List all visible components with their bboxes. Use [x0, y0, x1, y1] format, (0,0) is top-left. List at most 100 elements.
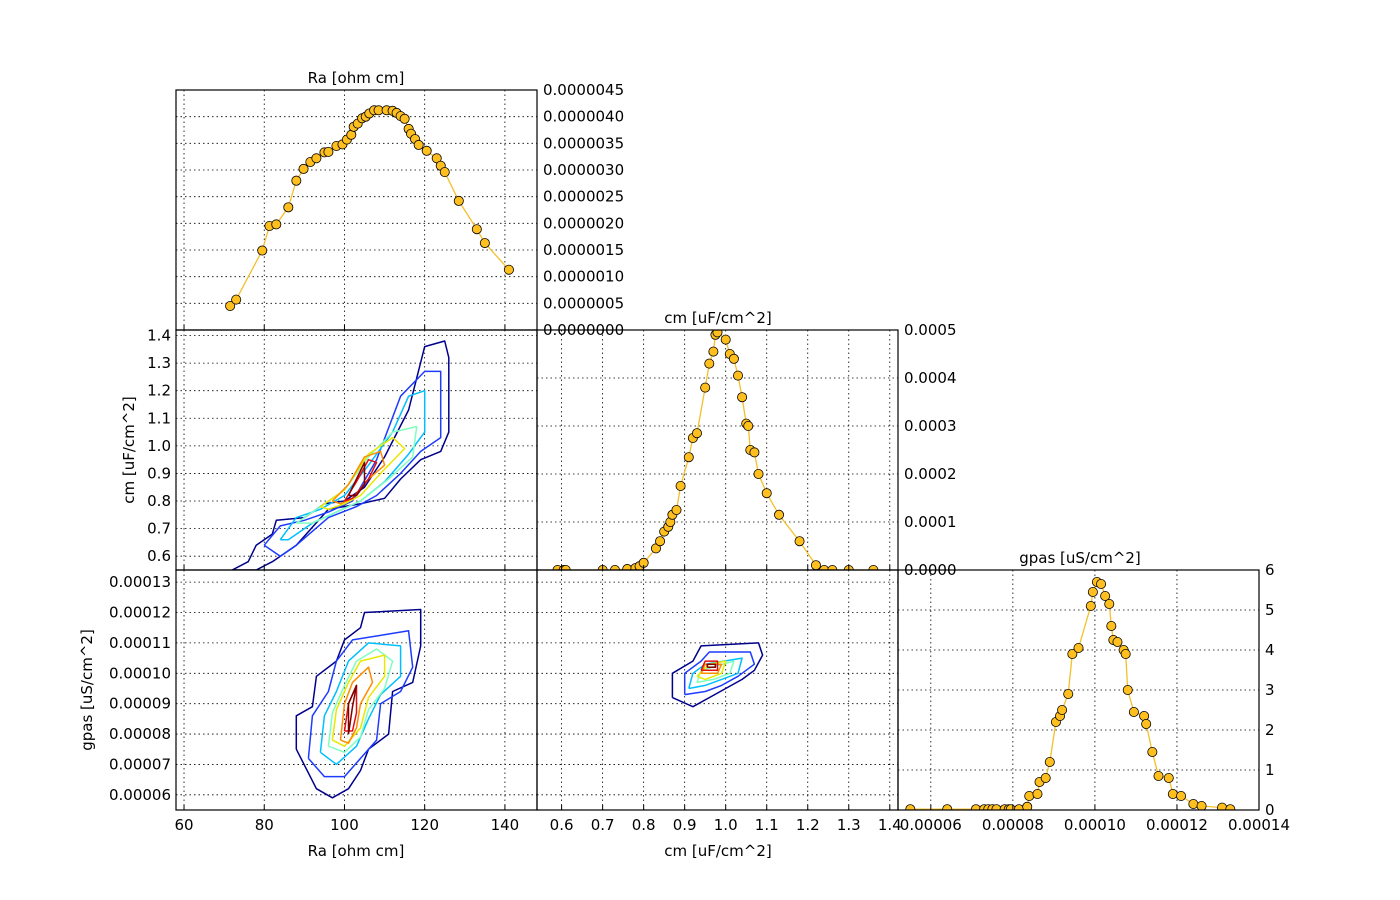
gpas-marginal-point-35: [1128, 707, 1139, 718]
gpas-marginal-point-19: [1057, 705, 1068, 716]
gpas-y-axis-label: gpas [uS/cm^2]: [78, 629, 96, 751]
gpas-vs-cm-contour-level-6: [700, 660, 719, 672]
gpas-xtick-label-3: 0.00012: [1146, 816, 1208, 834]
ra-marginal-point-7: [298, 163, 309, 174]
gpas-marginal-point-26: [1096, 579, 1107, 590]
cm-marginal-point-19: [691, 428, 702, 439]
ra-xtick-label-4: 140: [491, 816, 520, 834]
ra-marginal-point-37: [471, 224, 482, 235]
data-layer: [225, 105, 1236, 810]
gpas-marginal-point-23: [1085, 601, 1096, 612]
gpas-marginal-point-43: [1188, 799, 1199, 810]
grid-layer: [176, 90, 1259, 810]
gpas-marginal-ytick-label-3: 3: [1265, 681, 1275, 699]
ra-marginal-point-36: [453, 195, 464, 206]
ra-marginal-ytick-label-0: 0.0000000: [543, 321, 624, 339]
cm-axis-label: cm [uF/cm^2]: [664, 842, 772, 860]
gpas-marginal-point-46: [1225, 804, 1236, 810]
gpas-marginal-series: [905, 577, 1236, 810]
gpas-marginal-point-21: [1067, 649, 1078, 660]
cm-vs-ra-contour-level-6: [343, 458, 378, 502]
cm-vs-ra-contour-level-7: [347, 461, 366, 497]
gpas-vs-cm-contour-level-2: [688, 657, 743, 690]
cm-marginal-point-2: [560, 565, 571, 570]
gpas-vs-ra-ytick-label-6: 0.00012: [109, 604, 171, 622]
gpas-marginal-ytick-label-6: 6: [1265, 561, 1275, 579]
cm-vs-ra-ytick-label-2: 0.8: [147, 492, 171, 510]
gpas-marginal-point-27: [1100, 591, 1111, 602]
gpas-marginal-point-31: [1112, 637, 1123, 648]
gpas-vs-ra-contour-level-3: [327, 648, 394, 754]
ra-marginal-point-39: [503, 264, 514, 275]
cm-vs-ra-ytick-label-4: 1.0: [147, 437, 171, 455]
text-layer: Ra [ohm cm] cm [uF/cm^2] gpas [uS/cm^2] …: [78, 69, 1290, 860]
ra-marginal-point-9: [311, 153, 322, 164]
gpas-marginal-point-28: [1104, 599, 1115, 610]
cm-vs-ra-series: [231, 340, 450, 570]
gpas-marginal-ytick-label-2: 2: [1265, 721, 1275, 739]
cm-xtick-label-3: 0.9: [673, 816, 697, 834]
cm-marginal-ytick-label-1: 0.0001: [904, 513, 957, 531]
gpas-vs-ra-ytick-label-3: 0.00009: [109, 695, 171, 713]
gpas-marginal-ytick-label-1: 1: [1265, 761, 1275, 779]
ra-marginal-point-0: [225, 300, 236, 311]
gpas-xtick-label-0: 0.00006: [900, 816, 962, 834]
gpas-marginal-point-15: [1040, 773, 1051, 784]
gpas-vs-ra-ytick-label-1: 0.00007: [109, 755, 171, 773]
ra-marginal-point-38: [479, 238, 490, 249]
cm-vs-ra-frame: [175, 329, 538, 571]
gpas-vs-ra-ytick-label-2: 0.00008: [109, 725, 171, 743]
cm-vs-ra-ytick-label-1: 0.7: [147, 520, 171, 538]
ra-marginal-ytick-label-3: 0.0000015: [543, 241, 624, 259]
gpas-marginal-point-38: [1147, 747, 1158, 758]
cm-marginal-point-33: [749, 447, 760, 458]
gpas-xtick-label-4: 0.00014: [1228, 816, 1290, 834]
gpas-marginal-point-11: [1022, 801, 1033, 810]
cm-xtick-label-8: 1.4: [878, 816, 902, 834]
ra-marginal-title: Ra [ohm cm]: [308, 69, 405, 87]
ra-marginal-point-4: [271, 219, 282, 230]
cm-marginal-point-22: [708, 346, 719, 357]
cm-marginal-point-4: [609, 565, 620, 570]
gpas-marginal-point-1: [942, 804, 953, 810]
ra-marginal-point-6: [291, 175, 302, 186]
gpas-marginal-point-13: [1032, 789, 1043, 800]
gpas-marginal-ytick-label-0: 0: [1265, 801, 1275, 819]
cm-marginal-point-42: [868, 565, 879, 570]
gpas-marginal-point-24: [1087, 587, 1098, 598]
cm-marginal-point-34: [753, 468, 764, 479]
gpas-vs-cm-contour-level-5: [700, 663, 723, 675]
gpas-marginal-point-0: [905, 804, 916, 810]
cm-vs-ra-ytick-label-8: 1.4: [147, 327, 171, 345]
gpas-marginal-point-10: [1014, 804, 1025, 810]
ra-marginal-point-27: [399, 113, 410, 124]
cm-vs-ra-contour-level-5: [331, 450, 386, 505]
gpas-marginal-point-22: [1073, 643, 1084, 654]
gpas-vs-cm-contour-level-7: [706, 663, 717, 668]
gpas-vs-cm-series: [671, 642, 764, 708]
cm-marginal-ytick-label-2: 0.0002: [904, 465, 957, 483]
cm-vs-ra-ytick-label-0: 0.6: [147, 547, 171, 565]
cm-marginal-point-29: [737, 392, 748, 403]
cm-marginal-point-5: [622, 564, 633, 570]
cm-marginal-ytick-label-3: 0.0003: [904, 417, 957, 435]
cm-marginal-point-35: [761, 488, 772, 499]
cm-xtick-label-7: 1.3: [837, 816, 861, 834]
cm-marginal-point-39: [819, 565, 830, 570]
gpas-marginal-point-33: [1120, 649, 1131, 660]
cm-marginal-frame: [536, 329, 899, 571]
cm-marginal-series: [552, 330, 879, 570]
cm-marginal-ytick-label-5: 0.0005: [904, 321, 957, 339]
cm-xtick-label-5: 1.1: [755, 816, 779, 834]
gpas-marginal-point-34: [1122, 685, 1133, 696]
gpas-vs-ra-ytick-label-0: 0.00006: [109, 786, 171, 804]
gpas-marginal-point-16: [1044, 757, 1055, 768]
gpas-marginal-point-44: [1196, 801, 1207, 810]
gpas-vs-ra-ytick-label-5: 0.00011: [109, 634, 171, 652]
gpas-vs-ra-ytick-label-4: 0.00010: [109, 664, 171, 682]
gpas-marginal-point-42: [1176, 791, 1187, 802]
cm-vs-ra-ytick-label-7: 1.3: [147, 354, 171, 372]
gpas-marginal-title: gpas [uS/cm^2]: [1019, 549, 1141, 567]
cm-marginal-line: [557, 331, 874, 570]
cm-vs-ra-contour-level-1: [263, 370, 442, 557]
